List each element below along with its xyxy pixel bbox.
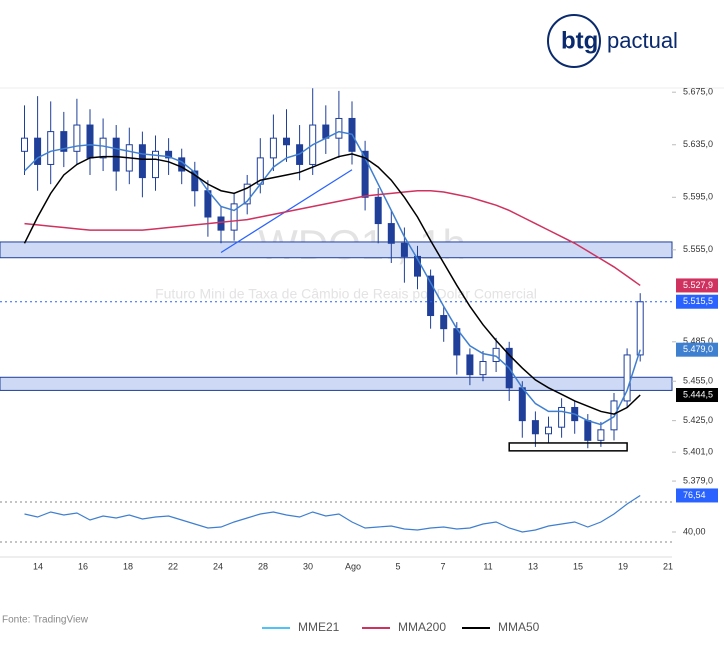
candle-body [545, 426, 552, 435]
y-tick-label: 5.425,0 [683, 415, 713, 425]
ma-last-label-box [676, 342, 718, 357]
x-tick-label: 13 [528, 561, 538, 571]
candle-body [322, 124, 330, 139]
y-tick-label: 5.379,0 [683, 475, 713, 485]
candle-body [86, 124, 94, 159]
candle-body [479, 361, 487, 376]
candle-body [152, 150, 159, 179]
x-tick-label: 30 [303, 561, 313, 571]
candle-body [636, 301, 644, 356]
candle-body [387, 223, 395, 244]
support-box [508, 442, 628, 452]
ma-last-label-box [676, 278, 718, 293]
x-tick-label: 16 [78, 561, 88, 571]
x-tick-label: 7 [440, 561, 445, 571]
candle-body [138, 144, 146, 179]
x-tick-label: 22 [168, 561, 178, 571]
candle-body [243, 183, 251, 205]
candle-body [112, 137, 120, 172]
x-tick-label: 11 [483, 561, 492, 571]
candle-body [47, 131, 55, 165]
candle-body [623, 354, 631, 402]
x-tick-label: 19 [618, 561, 628, 571]
zone [0, 241, 673, 259]
rsi-tick-label: 40,00 [683, 526, 706, 536]
x-tick-label: 5 [395, 561, 400, 571]
y-tick-label: 5.485,0 [683, 336, 713, 346]
x-tick-label: Ago [345, 561, 361, 571]
ma-last-label: 5.444,5 [683, 389, 713, 399]
x-tick-label: 14 [33, 561, 43, 571]
candle-body [230, 203, 238, 231]
y-tick-label: 5.555,0 [683, 244, 713, 254]
candle-body [283, 137, 290, 146]
x-tick-label: 15 [573, 561, 583, 571]
x-tick-label: 18 [123, 561, 133, 571]
logo-name: pactual [607, 28, 678, 53]
candle-body [73, 124, 81, 152]
legend-label: MMA50 [498, 620, 540, 634]
candle-body [60, 131, 68, 152]
candle-body [191, 170, 199, 192]
candle-body [335, 117, 343, 139]
rsi-last-box [676, 488, 718, 503]
y-tick-label: 5.675,0 [683, 87, 713, 97]
candle-body [518, 387, 526, 422]
candle-body [427, 275, 435, 317]
y-tick-label: 5.455,0 [683, 376, 713, 386]
candle-body [374, 196, 382, 225]
rsi-line [24, 494, 641, 533]
candle-body [99, 137, 107, 159]
ma-line [23, 130, 641, 426]
candle-body [414, 255, 421, 277]
x-tick-label: 21 [663, 561, 673, 571]
x-tick-label: 24 [213, 561, 223, 571]
watermark-subtitle: Futuro Mini de Taxa de Câmbio de Reais p… [155, 286, 537, 302]
logo-ring [547, 14, 601, 68]
candle-body [558, 406, 566, 428]
legend-label: MMA200 [398, 620, 446, 634]
candle-body [584, 420, 592, 441]
candle-body [34, 137, 42, 165]
y-tick-label: 5.635,0 [683, 139, 713, 149]
candle-body [400, 242, 408, 257]
candle-body [204, 190, 212, 218]
ma-last-label-box [676, 388, 718, 403]
y-tick-label: 5.401,0 [683, 447, 713, 457]
candle-body [217, 216, 225, 231]
candle-body [165, 150, 173, 159]
ma-line [24, 189, 641, 287]
zone [0, 376, 673, 391]
candle-body [440, 315, 448, 330]
legend-label: MME21 [298, 620, 340, 634]
candle-body [361, 150, 369, 198]
ma-last-label: 5.479,0 [683, 344, 713, 354]
close-last-label: 5.515,5 [683, 296, 713, 306]
x-tick-label: 28 [258, 561, 268, 571]
candle-body [466, 354, 474, 376]
logo-brand: btg [561, 27, 598, 54]
source: Fonte: TradingView [2, 615, 89, 626]
rsi-last-label: 76,54 [683, 490, 706, 500]
ma-line [23, 153, 641, 415]
candle-body [21, 137, 28, 152]
ma-last-label: 5.527,9 [683, 280, 713, 290]
y-tick-label: 5.595,0 [683, 192, 713, 202]
candle-body [269, 137, 277, 159]
close-last-label-box [676, 294, 718, 309]
candle-body [492, 347, 500, 363]
candle-body [531, 420, 539, 435]
candle-body [597, 429, 605, 441]
